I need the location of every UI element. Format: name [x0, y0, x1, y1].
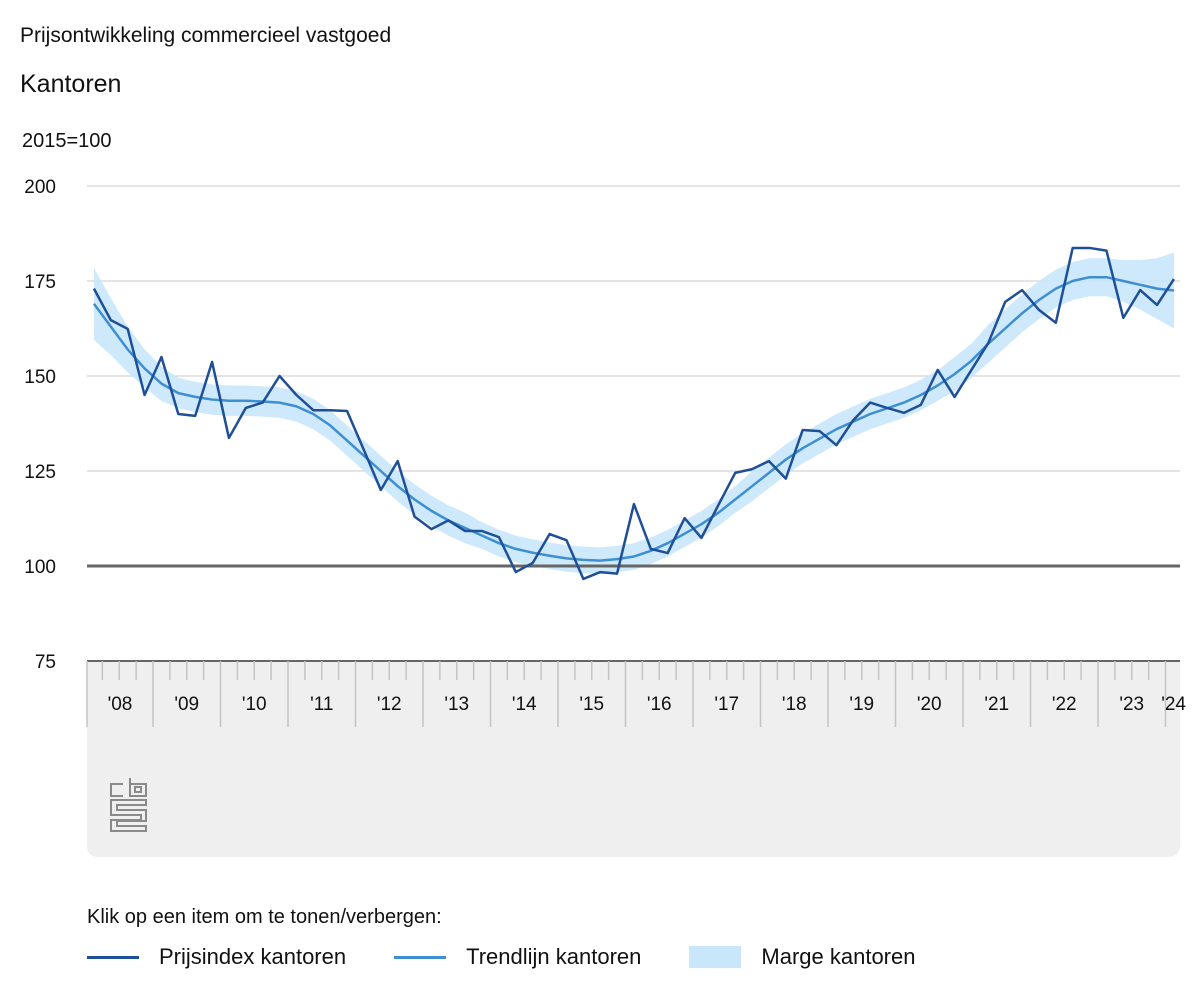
x-tick-label: '14 — [512, 694, 537, 715]
x-tick-label: '20 — [917, 694, 942, 715]
legend-label: Trendlijn kantoren — [466, 944, 642, 969]
chart-title: Prijsontwikkeling commercieel vastgoed — [20, 24, 392, 47]
cbs-logo — [110, 778, 147, 832]
legend-title: Klik op een item om te tonen/verbergen: — [87, 906, 442, 928]
y-tick-label: 175 — [24, 272, 56, 293]
x-tick-label: '15 — [579, 694, 604, 715]
y-tick-label: 75 — [35, 652, 56, 673]
x-tick-label: '23 — [1119, 694, 1144, 715]
trend-line — [92, 275, 1175, 562]
y-tick-label: 125 — [24, 462, 56, 483]
legend-item-marge[interactable]: Marge kantoren — [689, 944, 915, 970]
x-tick-label: '22 — [1052, 694, 1077, 715]
x-tick-label: '12 — [377, 694, 402, 715]
x-tick-label: '08 — [108, 694, 133, 715]
x-tick-label: '18 — [782, 694, 807, 715]
price-index-line — [92, 246, 1175, 581]
x-tick-label: '24 — [1161, 694, 1186, 715]
y-axis-unit: 2015=100 — [22, 130, 112, 152]
legend-item-trendlijn[interactable]: Trendlijn kantoren — [394, 944, 641, 970]
legend-item-prijsindex[interactable]: Prijsindex kantoren — [87, 944, 346, 970]
x-tick-label: '16 — [647, 694, 672, 715]
legend-label: Prijsindex kantoren — [159, 944, 347, 969]
legend-label: Marge kantoren — [761, 944, 916, 969]
x-tick-label: '19 — [849, 694, 874, 715]
legend-swatch — [394, 955, 447, 959]
x-tick-label: '13 — [444, 694, 469, 715]
chart-svg: 75 100 125 150 175 200 '08 '09 '10 '11 '12 '13 '14 '1… — [24, 177, 1186, 857]
y-tick-label: 200 — [24, 177, 56, 198]
legend-swatch — [689, 946, 742, 968]
x-tick-label: '17 — [714, 694, 739, 715]
x-tick-label: '10 — [242, 694, 267, 715]
y-tick-label: 100 — [24, 557, 56, 578]
x-tick-label: '09 — [174, 694, 199, 715]
margin-band — [93, 252, 1174, 574]
legend-swatch — [87, 955, 139, 959]
x-axis-panel — [87, 661, 1180, 857]
chart-subtitle: Kantoren — [20, 70, 122, 98]
legend: Prijsindex kantoren Trendlijn kantoren M… — [87, 944, 963, 970]
x-tick-label: '11 — [310, 694, 333, 715]
y-tick-label: 150 — [24, 367, 56, 388]
x-tick-label: '21 — [984, 694, 1009, 715]
